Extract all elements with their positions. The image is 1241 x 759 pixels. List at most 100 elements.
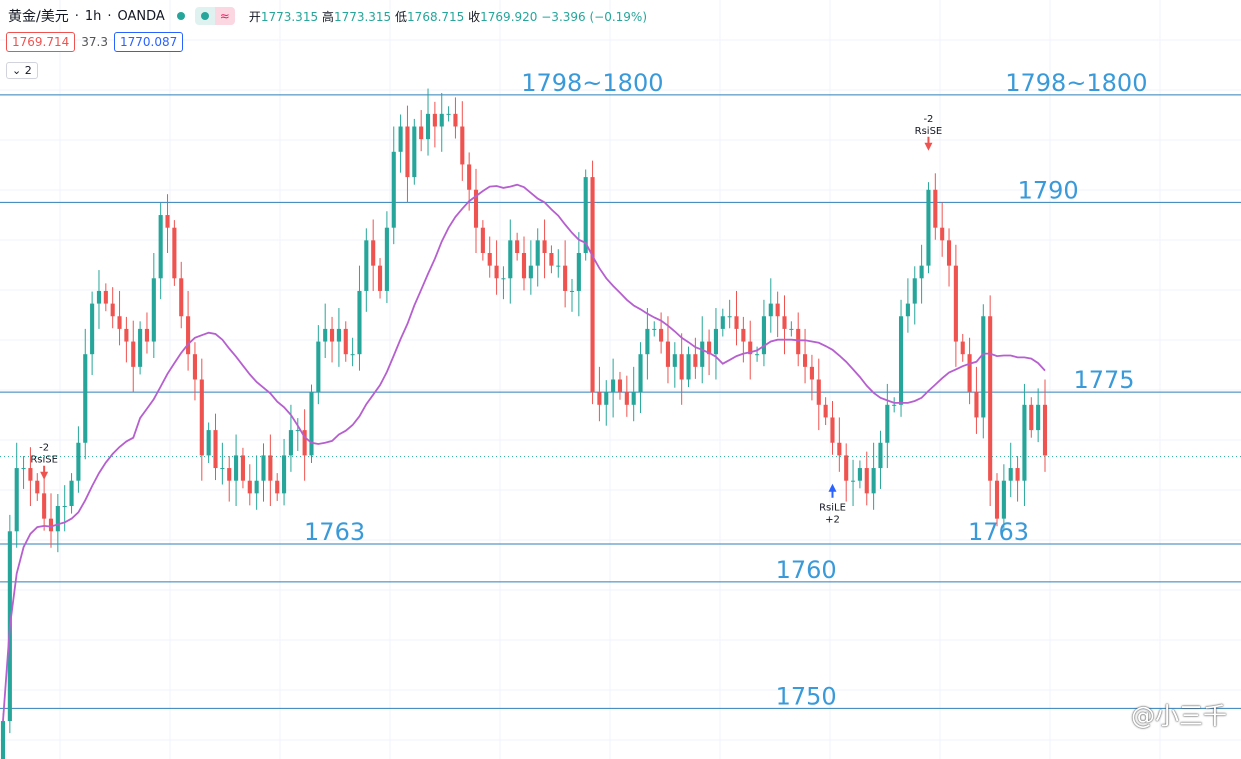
candle-body [494,265,499,279]
replay-toggle[interactable]: ≈ [194,7,235,25]
level-label: 1798~1800 [1005,69,1147,97]
candle-body [124,328,129,342]
bid-button[interactable]: 1769.714 [6,32,76,52]
candle-body [1036,404,1041,431]
candle-body [645,328,650,355]
circle-icon [194,7,215,25]
candle-body [1022,404,1027,481]
candle-body [323,328,328,342]
candle-body [892,404,897,406]
candle-body [28,468,33,481]
candle-body [919,265,924,279]
level-label: 1798~1800 [521,69,663,97]
candle-body [508,240,513,279]
candle-body [275,480,280,494]
candle-body [151,278,156,342]
candle-body [796,328,801,355]
ohlc-readout: 开1773.315 高1773.315 低1768.715 收1769.920 … [248,9,648,24]
candle-body [96,290,102,304]
candle-body [227,468,232,481]
level-label: 1750 [776,682,837,710]
candle-body [549,253,554,266]
candle-body [535,240,540,266]
candle-body [453,113,458,127]
signal-label: RsiLE [819,503,846,514]
symbol-name[interactable]: 黄金/美元 [8,9,69,25]
candle-body [179,278,184,317]
candle-body [186,316,191,355]
level-label: 1763 [304,518,365,546]
candle-body [384,227,389,291]
candle-body [748,341,753,355]
candle-body [768,303,773,317]
candle-body [830,417,835,443]
candle-body [69,480,74,506]
candle-body [693,354,698,367]
candle-body [878,442,883,469]
indicator-collapse-button[interactable]: ⌄ 2 [6,62,38,79]
candle-body [158,215,163,279]
candle-body [707,341,712,355]
candle-body [288,430,293,456]
candle-body [597,392,602,405]
candle-body [62,506,67,507]
candle-body [515,240,520,253]
candle-body [487,253,492,266]
interval-label[interactable]: 1h [84,8,102,24]
candle-body [775,303,780,317]
candle-body [371,240,376,266]
candle-body [755,354,760,356]
candle-body [981,316,986,418]
candle-body [885,404,890,443]
change-value: −3.396 (−0.19%) [541,9,648,24]
candle-body [988,316,993,481]
level-label: 1763 [968,518,1029,546]
chart-header: 黄金/美元 · 1h · OANDA ≈ 开1773.315 高1773.315… [8,6,647,26]
candle-body [946,240,952,266]
candle-body [720,316,725,329]
candle-body [617,379,623,393]
candle-body [652,328,657,330]
broker-label: OANDA [117,8,165,24]
candle-body [761,316,766,355]
quote-row: 1769.714 37.3 1770.087 [6,32,184,52]
candle-body [55,506,60,532]
signal-count: -2 [39,443,49,454]
candle-body [850,480,856,482]
signal-label: RsiSE [30,455,58,466]
level-label: 1775 [1073,366,1134,394]
high-value: 1773.315 [333,9,392,24]
candle-body [247,480,252,494]
candle-body [405,126,410,178]
candle-body [0,721,6,759]
candle-body [343,328,348,355]
arrow-down-icon [924,136,933,151]
candle-body [521,253,527,279]
candle-body [357,290,362,355]
candle-body [206,430,211,456]
signal-count: -2 [923,114,933,125]
candle-body [672,354,677,367]
chevron-down-icon: ⌄ [12,64,22,77]
ask-button[interactable]: 1770.087 [113,32,184,52]
candle-body [844,455,849,481]
signal-label: RsiSE [915,126,943,137]
arrow-up-icon [828,483,837,498]
level-label: 1760 [776,556,837,584]
candle-body [857,468,862,481]
market-open-dot-icon [176,12,185,20]
candle-body [940,227,945,241]
candle-body [302,430,307,456]
candle-body [631,392,636,405]
candle-body [240,455,245,481]
watermark: @小三千 [1131,702,1227,730]
candle-body [823,404,828,418]
low-value: 1768.715 [407,9,465,24]
candle-body [295,430,300,432]
candle-body [131,341,136,367]
candle-body [659,328,664,342]
candle-body [467,164,472,190]
candle-body [837,442,842,456]
candle-body [364,240,369,291]
